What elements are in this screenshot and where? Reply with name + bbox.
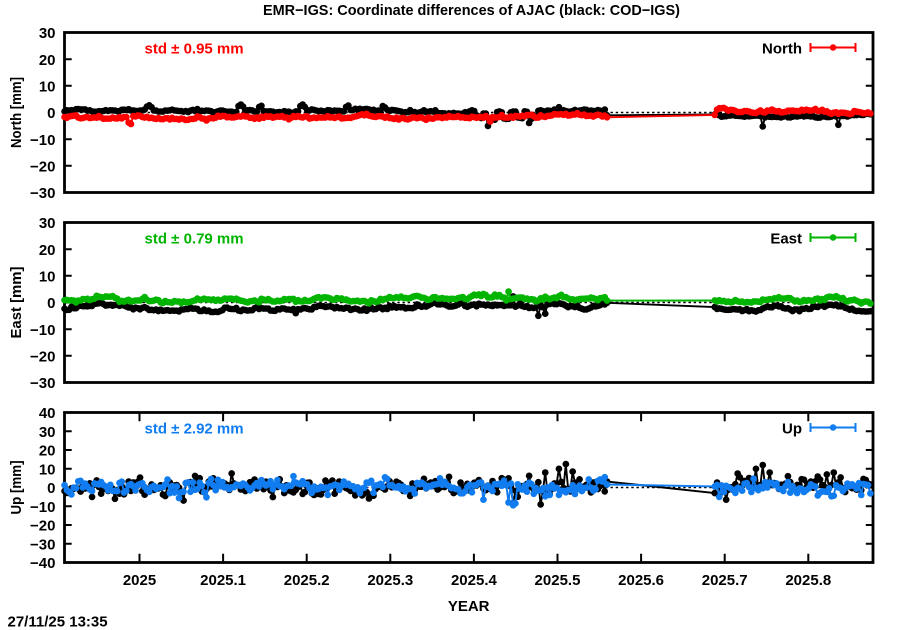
svg-text:−20: −20 <box>30 158 55 175</box>
svg-text:North [mm]: North [mm] <box>8 77 25 148</box>
svg-text:Up [mm]: Up [mm] <box>8 460 25 514</box>
svg-text:−30: −30 <box>30 185 55 202</box>
svg-text:0: 0 <box>47 480 55 497</box>
svg-text:27/11/25 13:35: 27/11/25 13:35 <box>8 614 108 630</box>
svg-text:2025.6: 2025.6 <box>618 572 664 589</box>
svg-text:East [mm]: East [mm] <box>8 267 25 339</box>
svg-text:2025.5: 2025.5 <box>535 572 581 589</box>
svg-text:2025.2: 2025.2 <box>284 572 330 589</box>
svg-text:30: 30 <box>39 424 56 441</box>
svg-text:0: 0 <box>47 295 55 312</box>
svg-text:0: 0 <box>47 105 55 122</box>
svg-text:2025.1: 2025.1 <box>200 572 246 589</box>
svg-text:2025: 2025 <box>123 572 156 589</box>
svg-text:North: North <box>762 41 802 58</box>
svg-text:2025.7: 2025.7 <box>702 572 748 589</box>
svg-text:std ± 0.79 mm: std ± 0.79 mm <box>145 231 244 248</box>
svg-text:−30: −30 <box>30 375 55 392</box>
svg-text:−10: −10 <box>30 499 55 516</box>
svg-text:YEAR: YEAR <box>448 598 490 615</box>
svg-text:−20: −20 <box>30 348 55 365</box>
svg-text:EMR−IGS: Coordinate difference: EMR−IGS: Coordinate differences of AJAC … <box>263 2 680 19</box>
svg-text:std ± 2.92 mm: std ± 2.92 mm <box>145 421 244 438</box>
svg-text:−10: −10 <box>30 322 55 339</box>
svg-text:−30: −30 <box>30 536 55 553</box>
svg-text:Up: Up <box>782 421 802 438</box>
svg-text:20: 20 <box>39 443 56 460</box>
svg-text:10: 10 <box>39 268 56 285</box>
svg-text:−10: −10 <box>30 132 55 149</box>
svg-text:std ± 0.95 mm: std ± 0.95 mm <box>145 41 244 58</box>
svg-text:30: 30 <box>39 25 56 42</box>
svg-text:2025.8: 2025.8 <box>785 572 831 589</box>
svg-text:10: 10 <box>39 461 56 478</box>
svg-text:East: East <box>770 231 802 248</box>
svg-text:2025.3: 2025.3 <box>367 572 413 589</box>
svg-text:20: 20 <box>39 52 56 69</box>
svg-text:−40: −40 <box>30 555 55 572</box>
svg-text:10: 10 <box>39 78 56 95</box>
svg-text:−20: −20 <box>30 518 55 535</box>
svg-text:30: 30 <box>39 215 56 232</box>
svg-text:2025.4: 2025.4 <box>451 572 498 589</box>
svg-text:40: 40 <box>39 405 56 422</box>
svg-text:20: 20 <box>39 242 56 259</box>
